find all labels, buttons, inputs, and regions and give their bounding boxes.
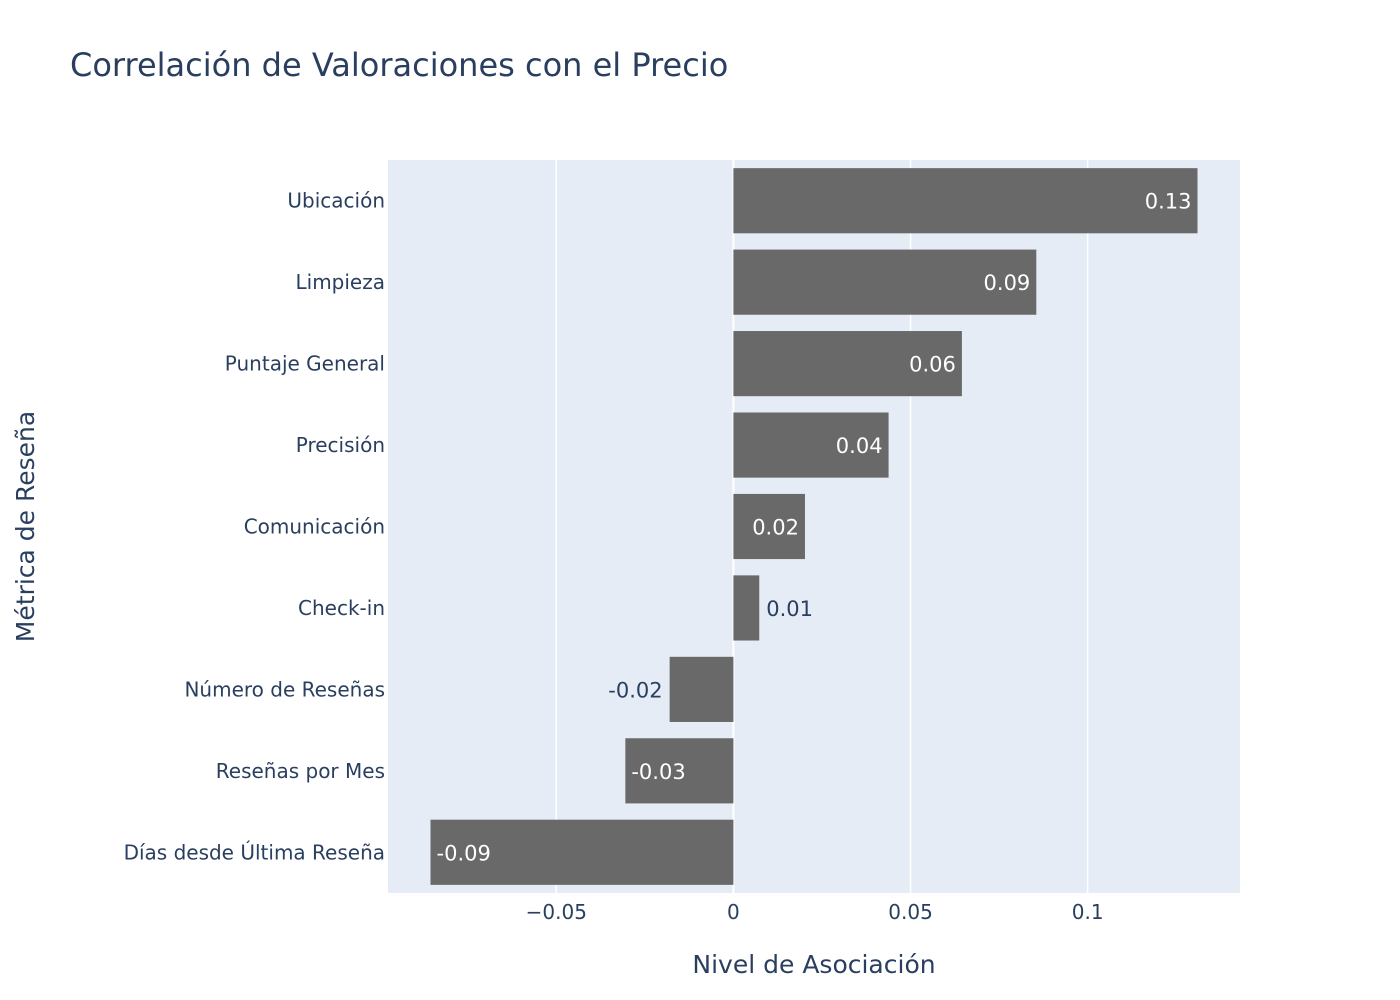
bar-value-label: 0.04 [836, 434, 883, 458]
y-axis-title: Métrica de Reseña [11, 411, 40, 642]
bar-value-label: 0.02 [752, 516, 799, 540]
x-tick-label: 0.05 [888, 900, 933, 924]
y-category-label: Precisión [296, 433, 385, 457]
bar-value-label: 0.06 [909, 353, 956, 377]
y-category-label: Días desde Última Reseña [124, 840, 385, 864]
bar-value-label: 0.13 [1145, 190, 1192, 214]
chart-title: Correlación de Valoraciones con el Preci… [70, 46, 729, 84]
y-category-label: Ubicación [287, 189, 385, 213]
bar-value-label: 0.09 [984, 271, 1031, 295]
x-tick-label: 0.1 [1072, 900, 1104, 924]
bar [733, 412, 889, 478]
bar [733, 493, 805, 560]
bar [733, 331, 962, 397]
y-category-label: Reseñas por Mes [216, 759, 385, 783]
x-axis-tick-labels: −0.05 0 0.05 0.1 [526, 900, 1104, 924]
bar [430, 819, 734, 885]
x-axis-title: Nivel de Asociación [692, 950, 935, 979]
bars: 0.13 0.09 0.06 0.04 0.02 0.01 -0.02 -0.03 -0.09 [430, 168, 1198, 885]
y-category-label: Comunicación [244, 515, 385, 539]
y-category-label: Puntaje General [225, 352, 385, 376]
y-category-label: Check-in [298, 596, 385, 620]
x-tick-label: −0.05 [526, 900, 587, 924]
y-category-label: Limpieza [296, 270, 386, 294]
bar [669, 656, 734, 722]
bar [733, 575, 760, 641]
bar-value-label: -0.02 [608, 678, 662, 702]
bar-value-label: -0.09 [437, 841, 491, 865]
x-tick-label: 0 [727, 900, 740, 924]
bar [733, 249, 1037, 315]
bar [733, 168, 1198, 234]
bar-value-label: 0.01 [766, 597, 813, 621]
y-category-label: Número de Reseñas [184, 677, 385, 701]
bar [625, 738, 734, 804]
y-axis-tick-labels: Ubicación Limpieza Puntaje General Precisió… [124, 189, 385, 865]
bar-value-label: -0.03 [631, 760, 685, 784]
